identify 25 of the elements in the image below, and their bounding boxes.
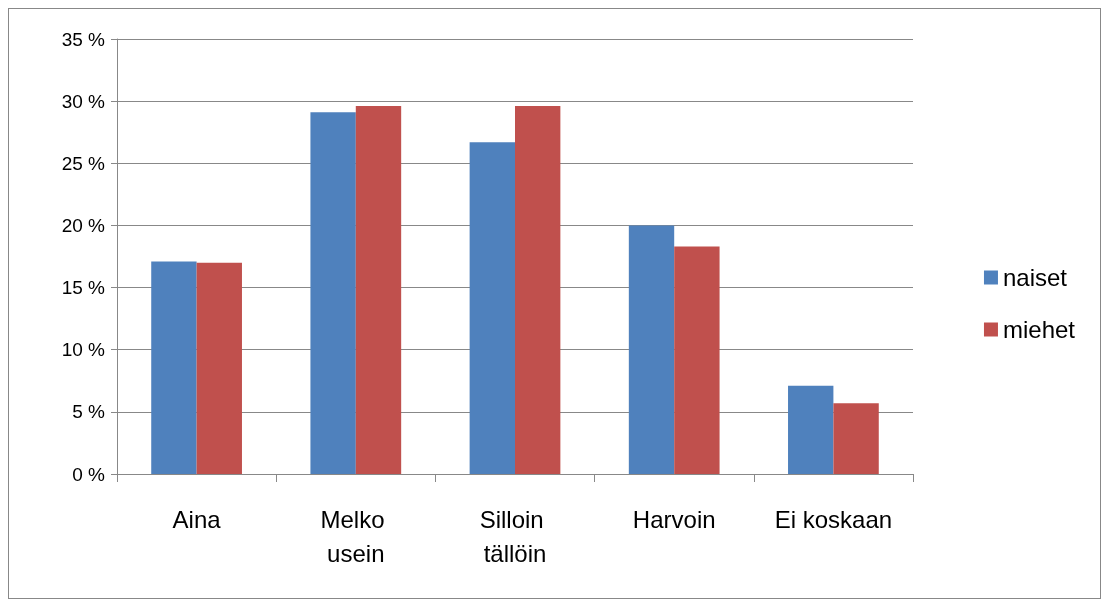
x-tick-label: Ei koskaan <box>774 505 893 533</box>
bar <box>833 403 879 474</box>
y-tick-label: 5 % <box>72 401 106 423</box>
bar <box>355 106 402 474</box>
y-tick-label: 10 % <box>61 339 106 361</box>
legend-label: naiset <box>1002 264 1068 291</box>
bar <box>628 225 675 474</box>
x-tick-label: Aina <box>172 505 222 533</box>
x-tick-label: Harvoin <box>632 505 716 533</box>
bar <box>151 261 197 474</box>
y-tick-label: 0 % <box>72 463 106 485</box>
y-tick-label: 30 % <box>61 90 106 112</box>
bar <box>674 246 720 474</box>
x-tick-label: Melko usein <box>320 505 392 567</box>
bar <box>788 385 834 474</box>
y-tick-label: 25 % <box>61 152 106 174</box>
y-tick-label: 35 % <box>61 28 106 50</box>
bar <box>469 142 515 474</box>
y-tick-label: 15 % <box>61 277 106 299</box>
bar <box>310 112 356 474</box>
y-tick-label: 20 % <box>61 214 106 236</box>
legend-label: miehet <box>1002 316 1076 343</box>
bar <box>515 106 561 474</box>
x-tick-label: Silloin tällöin <box>479 505 551 567</box>
bar <box>196 262 242 474</box>
